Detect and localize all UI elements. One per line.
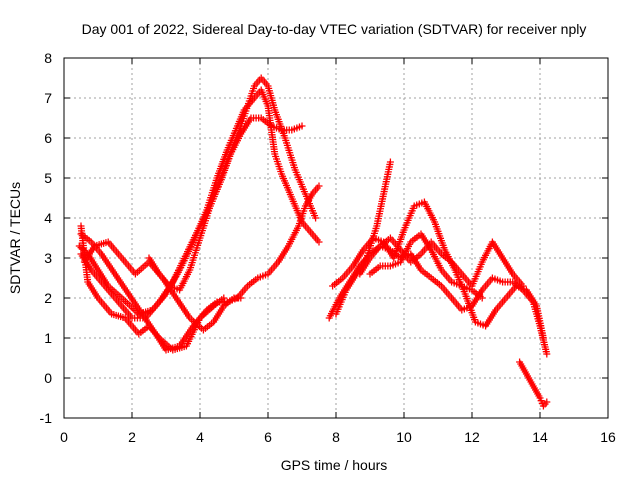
data-point — [478, 294, 486, 302]
x-tick-label: 8 — [332, 429, 340, 445]
data-point — [312, 214, 320, 222]
series-track-12 — [516, 358, 551, 410]
y-tick-label: 6 — [44, 130, 52, 146]
y-tick-label: 5 — [44, 170, 52, 186]
series-track-11 — [366, 230, 486, 302]
chart-title: Day 001 of 2022, Sidereal Day-to-day VTE… — [82, 21, 587, 37]
data-point — [386, 158, 394, 166]
data-point — [539, 334, 547, 342]
data-point — [543, 350, 551, 358]
x-tick-label: 6 — [264, 429, 272, 445]
y-axis-label: SDTVAR / TECUs — [7, 182, 23, 294]
x-tick-label: 12 — [464, 429, 480, 445]
series-track-9 — [332, 158, 394, 318]
y-tick-label: 3 — [44, 250, 52, 266]
data-points — [75, 74, 551, 410]
data-point — [543, 398, 551, 406]
y-tick-label: 1 — [44, 330, 52, 346]
y-tick-label: 4 — [44, 210, 52, 226]
data-point — [315, 182, 323, 190]
data-point — [237, 294, 245, 302]
x-tick-label: 14 — [532, 429, 548, 445]
y-tick-label: -1 — [40, 410, 53, 426]
y-tick-label: 7 — [44, 90, 52, 106]
data-point — [519, 282, 527, 290]
y-tick-label: 0 — [44, 370, 52, 386]
series-track-5 — [77, 222, 228, 354]
y-tick-label: 2 — [44, 290, 52, 306]
data-point — [220, 294, 228, 302]
x-tick-label: 2 — [128, 429, 136, 445]
x-tick-label: 10 — [396, 429, 412, 445]
x-tick-label: 4 — [196, 429, 204, 445]
y-tick-label: 8 — [44, 50, 52, 66]
x-tick-label: 0 — [60, 429, 68, 445]
data-point — [298, 122, 306, 130]
x-axis-label: GPS time / hours — [281, 457, 388, 473]
series-track-6 — [145, 114, 306, 294]
x-tick-label: 16 — [600, 429, 616, 445]
data-point — [315, 238, 323, 246]
